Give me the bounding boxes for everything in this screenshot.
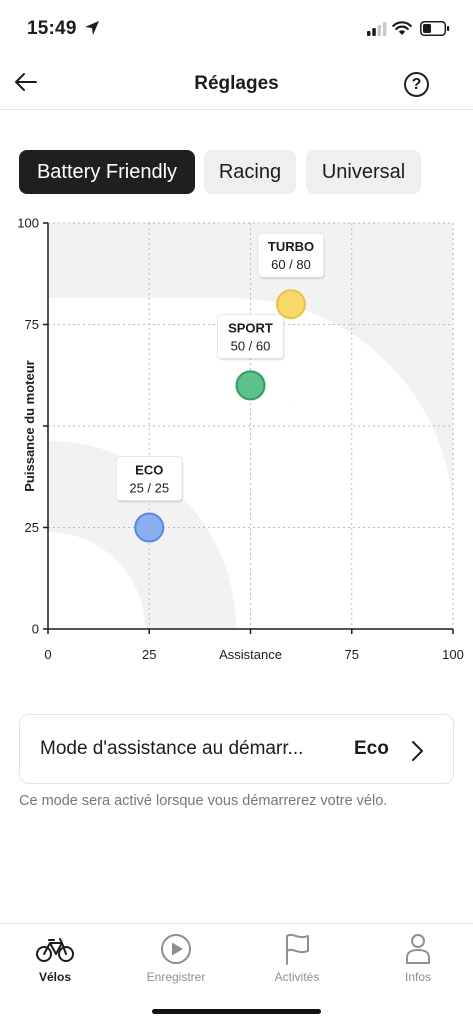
point-sport[interactable]: SPORT 50 / 60: [217, 314, 285, 401]
bike-icon: [36, 938, 74, 962]
x-tick-label: 25: [142, 647, 156, 662]
status-time: 15:49: [27, 18, 77, 39]
flag-icon: [286, 933, 309, 965]
location-arrow-icon: [85, 21, 99, 35]
tab-universal[interactable]: Universal: [306, 150, 421, 194]
startup-mode-note: Ce mode sera activé lorsque vous démarre…: [19, 793, 388, 809]
battery-icon: [420, 21, 450, 36]
point-eco[interactable]: ECO 25 / 25: [115, 456, 184, 543]
y-tick-label: 25: [25, 520, 39, 535]
y-axis-label: Puissance du moteur: [22, 360, 37, 491]
tab-infos[interactable]: Infos: [368, 932, 468, 984]
help-button[interactable]: ?: [404, 72, 429, 97]
point-name-sport: SPORT: [228, 320, 273, 335]
point-marker-turbo[interactable]: [276, 289, 306, 320]
assistance-chart: 0 25 Assistance 75 100 0 25 75 100 Puissance du…: [0, 205, 473, 675]
point-marker-sport[interactable]: [235, 370, 266, 401]
y-axis-ticks: 0 25 75 100: [17, 216, 48, 637]
chart-svg: 0 25 Assistance 75 100 0 25 75 100 Puissance du…: [17, 216, 464, 663]
point-value-eco: 25 / 25: [129, 481, 169, 496]
chart-points: ECO 25 / 25 SPORT 50 / 60 TURBO 60 / 80: [115, 232, 325, 543]
x-tick-label: Assistance: [219, 647, 282, 662]
signal-icon: [367, 22, 387, 36]
tab-enregistrer-label: Enregistrer: [146, 970, 206, 984]
tab-infos-label: Infos: [404, 970, 431, 984]
tab-velos[interactable]: Vélos: [5, 932, 105, 984]
point-value-sport: 50 / 60: [231, 338, 271, 353]
wifi-icon: [392, 21, 412, 35]
point-label-box: [217, 314, 284, 359]
point-marker-eco[interactable]: [134, 512, 165, 543]
tab-battery-friendly[interactable]: Battery Friendly: [19, 150, 195, 194]
tab-activites[interactable]: Activités: [247, 932, 347, 984]
point-label-box: [115, 456, 183, 501]
x-tick-label: 75: [345, 647, 359, 662]
x-tick-label: 0: [44, 647, 51, 662]
person-icon: [406, 934, 430, 964]
y-tick-label: 100: [17, 216, 39, 231]
startup-mode-label: Mode d'assistance au démarr...: [40, 738, 304, 759]
startup-mode-value: Eco: [354, 738, 389, 759]
tab-enregistrer[interactable]: Enregistrer: [126, 932, 226, 984]
tab-velos-label: Vélos: [38, 970, 71, 984]
home-indicator: [152, 1009, 321, 1014]
chevron-right-icon: [412, 741, 423, 761]
play-circle-icon: [161, 934, 191, 964]
x-axis-ticks: 0 25 Assistance 75 100: [44, 629, 464, 662]
point-turbo[interactable]: TURBO 60 / 80: [257, 232, 325, 320]
tab-activites-label: Activités: [274, 970, 320, 984]
point-name-eco: ECO: [135, 463, 163, 478]
point-name-turbo: TURBO: [268, 239, 314, 254]
tab-racing[interactable]: Racing: [204, 150, 296, 194]
startup-mode-row[interactable]: Mode d'assistance au démarr... Eco: [19, 714, 454, 784]
bottom-tab-bar: Vélos Enregistrer Activités Infos: [0, 923, 473, 1024]
status-bar: 15:49: [0, 0, 473, 58]
x-tick-label: 100: [442, 647, 464, 662]
nav-header: Réglages ?: [0, 58, 473, 110]
point-label-box: [257, 232, 325, 278]
page-title: Réglages: [194, 73, 279, 94]
back-arrow-icon[interactable]: [12, 68, 40, 96]
y-tick-label: 75: [25, 317, 39, 332]
y-tick-label: 0: [32, 622, 39, 637]
point-value-turbo: 60 / 80: [271, 257, 311, 272]
